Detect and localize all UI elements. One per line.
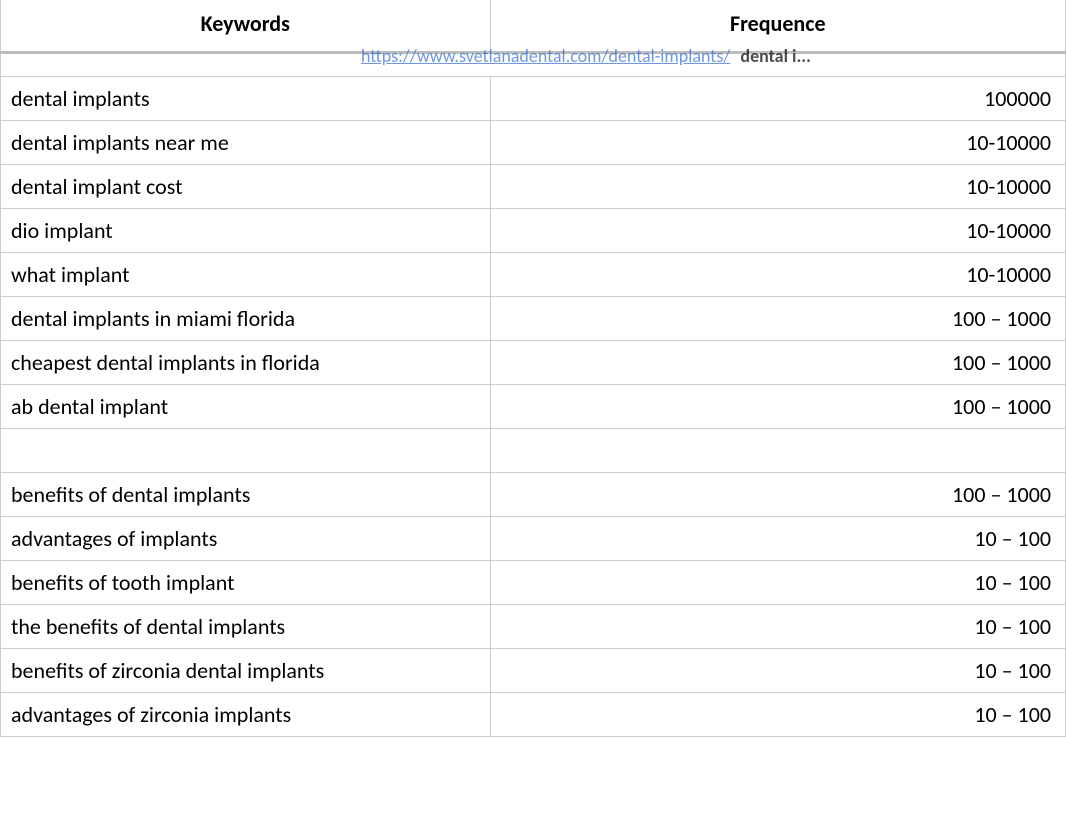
- link-row: https://www.svetlanadental.com/dental-im…: [1, 53, 1066, 77]
- cell-frequence[interactable]: 10-10000: [490, 165, 1065, 209]
- table-row: the benefits of dental implants 10 – 100: [1, 605, 1066, 649]
- cell-keyword[interactable]: [1, 429, 491, 473]
- table-row: cheapest dental implants in florida 100 …: [1, 341, 1066, 385]
- cell-keyword[interactable]: ab dental implant: [1, 385, 491, 429]
- cell-keyword[interactable]: dio implant: [1, 209, 491, 253]
- table-row: ab dental implant 100 – 1000: [1, 385, 1066, 429]
- keywords-table: Keywords Frequence https://www.svetlanad…: [0, 0, 1066, 737]
- cell-frequence[interactable]: 10-10000: [490, 121, 1065, 165]
- table-row: dio implant 10-10000: [1, 209, 1066, 253]
- cell-frequence[interactable]: 10-10000: [490, 209, 1065, 253]
- cell-keyword[interactable]: what implant: [1, 253, 491, 297]
- table-row: dental implants near me 10-10000: [1, 121, 1066, 165]
- cell-frequence[interactable]: 100 – 1000: [490, 385, 1065, 429]
- cell-keyword[interactable]: dental implants: [1, 77, 491, 121]
- cell-frequence[interactable]: 100 – 1000: [490, 297, 1065, 341]
- cell-frequence[interactable]: 10 – 100: [490, 517, 1065, 561]
- cell-keyword[interactable]: benefits of zirconia dental implants: [1, 649, 491, 693]
- cell-frequence[interactable]: 10 – 100: [490, 693, 1065, 737]
- table-row-empty: [1, 429, 1066, 473]
- cell-keyword[interactable]: dental implants near me: [1, 121, 491, 165]
- link-cell[interactable]: https://www.svetlanadental.com/dental-im…: [1, 53, 1066, 77]
- cell-frequence[interactable]: [490, 429, 1065, 473]
- cell-keyword[interactable]: the benefits of dental implants: [1, 605, 491, 649]
- cell-frequence[interactable]: 100 – 1000: [490, 473, 1065, 517]
- table-row: benefits of dental implants 100 – 1000: [1, 473, 1066, 517]
- table-row: what implant 10-10000: [1, 253, 1066, 297]
- table-row: benefits of tooth implant 10 – 100: [1, 561, 1066, 605]
- cell-keyword[interactable]: dental implants in miami florida: [1, 297, 491, 341]
- cell-frequence[interactable]: 10 – 100: [490, 649, 1065, 693]
- cell-frequence[interactable]: 100 – 1000: [490, 341, 1065, 385]
- cell-keyword[interactable]: benefits of dental implants: [1, 473, 491, 517]
- cell-keyword[interactable]: benefits of tooth implant: [1, 561, 491, 605]
- cell-frequence[interactable]: 10 – 100: [490, 561, 1065, 605]
- cell-keyword[interactable]: advantages of zirconia implants: [1, 693, 491, 737]
- cell-frequence[interactable]: 100000: [490, 77, 1065, 121]
- cell-keyword[interactable]: cheapest dental implants in florida: [1, 341, 491, 385]
- url-text[interactable]: https://www.svetlanadental.com/dental-im…: [1, 45, 730, 67]
- table-row: dental implant cost 10-10000: [1, 165, 1066, 209]
- table-row: advantages of zirconia implants 10 – 100: [1, 693, 1066, 737]
- cell-frequence[interactable]: 10-10000: [490, 253, 1065, 297]
- trailing-text: dental i...: [734, 45, 811, 67]
- cell-keyword[interactable]: advantages of implants: [1, 517, 491, 561]
- cell-frequence[interactable]: 10 – 100: [490, 605, 1065, 649]
- table-row: dental implants 100000: [1, 77, 1066, 121]
- table-row: advantages of implants 10 – 100: [1, 517, 1066, 561]
- table-row: benefits of zirconia dental implants 10 …: [1, 649, 1066, 693]
- cell-keyword[interactable]: dental implant cost: [1, 165, 491, 209]
- table-row: dental implants in miami florida 100 – 1…: [1, 297, 1066, 341]
